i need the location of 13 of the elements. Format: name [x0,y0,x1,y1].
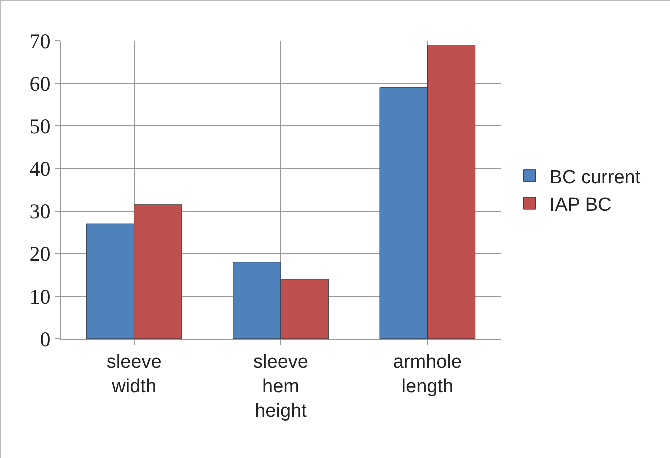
legend-label: BC current [550,167,642,188]
y-tick-label: 30 [30,200,51,224]
x-tick-label: sleeve width [106,352,162,398]
y-tick-label: 40 [30,157,51,182]
x-tick-label: sleeve hem height [254,352,308,422]
y-tick-label: 20 [30,242,51,266]
y-tick-label: 10 [30,284,51,309]
y-tick-label: 0 [40,327,51,352]
y-tick-label: 50 [30,114,51,138]
y-tick-label: 70 [30,29,51,54]
x-tick-label: armhole length [393,352,462,398]
y-tick-label: 60 [30,72,51,96]
legend-label: IAP BC [550,194,612,216]
